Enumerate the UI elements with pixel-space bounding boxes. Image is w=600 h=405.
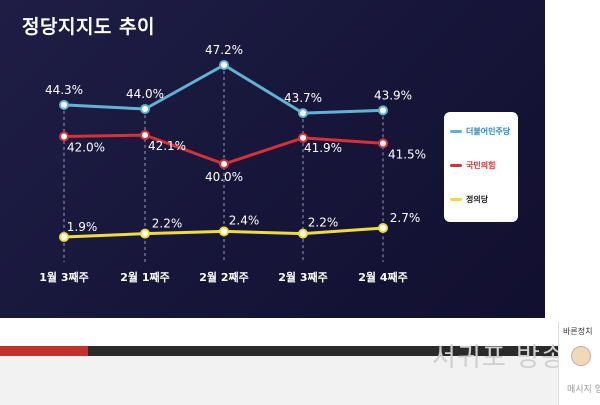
broadcaster-watermark: 서귀포 방송 (432, 343, 566, 373)
x-tick-label: 1월 3째주 (39, 270, 89, 284)
chat-panel: 바른정치 메시지 입력 (558, 322, 600, 405)
data-point (298, 132, 308, 143)
chart-panel: 정당지지도 추이 1월 3째주 2월 1째주 2월 2째주 2월 3째주 2월 4째주 4… (0, 0, 545, 318)
data-point (140, 130, 150, 141)
legend-label-justice: 정의당 (466, 194, 489, 204)
chat-avatar[interactable] (571, 346, 591, 366)
legend-item-democratic: 더불어민주당 (450, 120, 514, 142)
data-label: 40.0% (205, 170, 243, 184)
data-point (378, 138, 388, 149)
video-progress-track[interactable] (0, 346, 600, 356)
x-tick-label: 2월 2째주 (199, 270, 249, 284)
data-point (140, 104, 150, 114)
chart-title: 정당지지도 추이 (22, 16, 155, 38)
data-point (298, 108, 308, 119)
legend-item-justice: 정의당 (450, 188, 514, 210)
data-label: 43.9% (374, 88, 412, 102)
data-label: 2.2% (152, 217, 183, 231)
data-point (219, 159, 229, 169)
data-label: 2.7% (390, 211, 421, 225)
data-label: 1.9% (67, 220, 98, 234)
below-player-area (0, 356, 600, 405)
chat-input[interactable]: 메시지 입력 (567, 385, 600, 395)
legend-item-ppp: 국민의힘 (450, 154, 514, 176)
data-label: 44.0% (126, 87, 164, 101)
data-point (378, 105, 388, 116)
legend: 더불어민주당 국민의힘 정의당 (444, 112, 518, 222)
x-tick-label: 2월 3째주 (278, 270, 328, 284)
data-label: 2.4% (229, 213, 260, 227)
data-label: 41.9% (304, 141, 342, 155)
data-label: 42.0% (67, 141, 105, 155)
legend-swatch-democratic (450, 129, 462, 133)
data-point (59, 232, 69, 242)
data-label: 44.3% (45, 83, 83, 97)
x-tick-label: 2월 4째주 (358, 270, 408, 284)
legend-label-democratic: 더불어민주당 (466, 126, 511, 136)
data-point (298, 228, 308, 239)
line-chart: 1월 3째주 2월 1째주 2월 2째주 2월 3째주 2월 4째주 44.3% 44.0%… (39, 43, 426, 284)
chat-header: 바른정치 (563, 327, 593, 336)
x-tick-label: 2월 1째주 (120, 270, 170, 284)
data-point (59, 99, 69, 110)
legend-swatch-justice (450, 197, 462, 201)
data-label: 47.2% (205, 43, 243, 57)
legend-swatch-ppp (450, 163, 462, 167)
data-label: 41.5% (388, 147, 426, 161)
video-progress-fill (0, 346, 89, 356)
data-point (140, 228, 150, 239)
data-point (59, 131, 69, 142)
data-label: 43.7% (284, 91, 322, 105)
data-point (219, 226, 229, 237)
data-label: 42.1% (148, 139, 186, 153)
data-point (378, 223, 388, 233)
data-point (219, 60, 229, 70)
data-label: 2.2% (308, 216, 339, 230)
legend-label-ppp: 국민의힘 (466, 160, 496, 170)
